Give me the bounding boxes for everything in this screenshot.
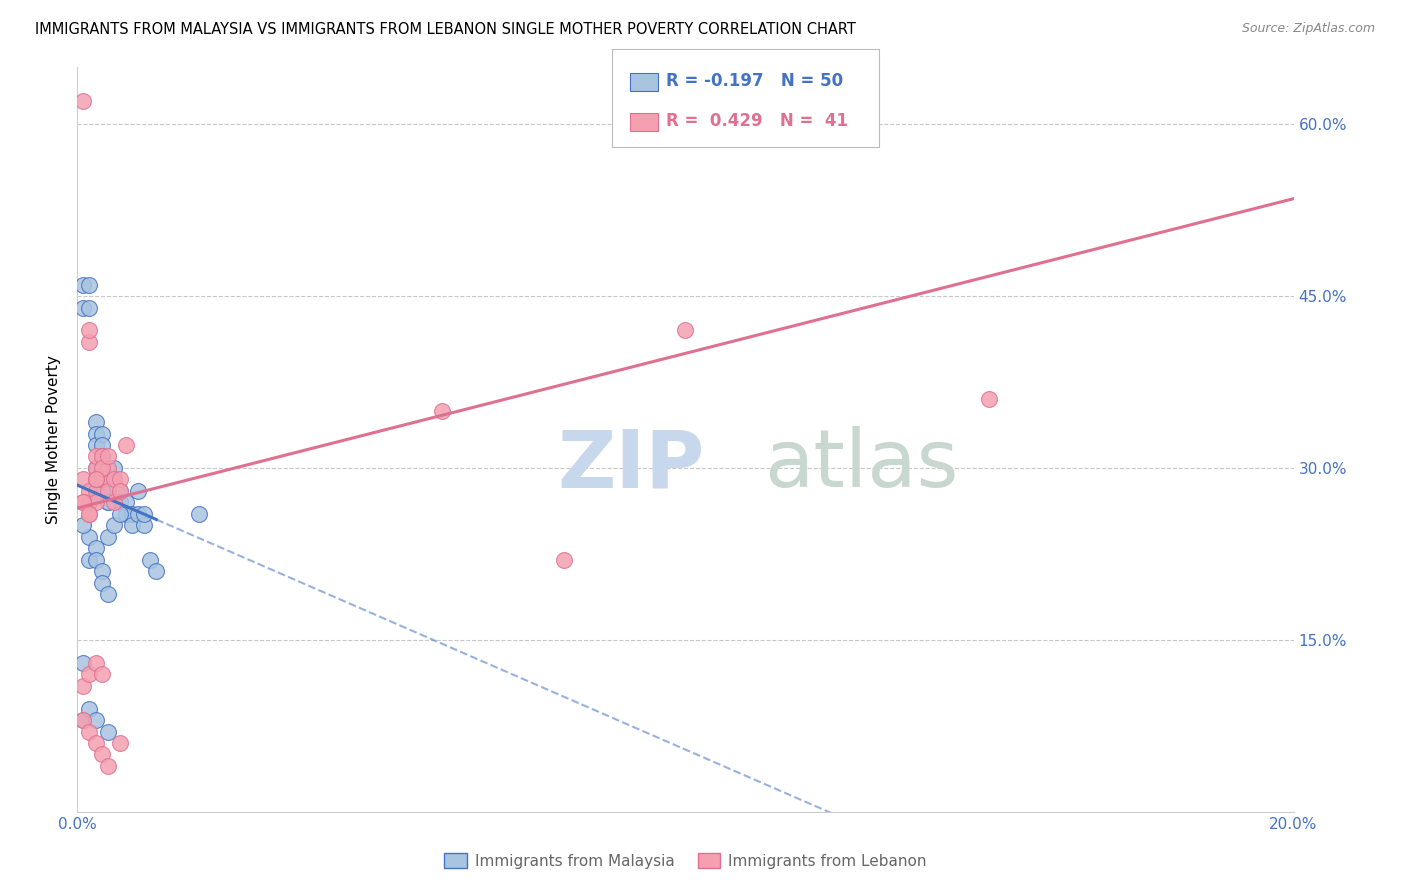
Point <box>79 724 101 739</box>
Point <box>90 575 112 590</box>
Point <box>84 483 107 498</box>
Text: IMMIGRANTS FROM MALAYSIA VS IMMIGRANTS FROM LEBANON SINGLE MOTHER POVERTY CORREL: IMMIGRANTS FROM MALAYSIA VS IMMIGRANTS F… <box>35 22 856 37</box>
Point <box>84 713 107 727</box>
Point <box>72 301 94 315</box>
Point <box>79 507 101 521</box>
Point <box>90 483 112 498</box>
Point <box>134 507 156 521</box>
Point <box>97 461 120 475</box>
Point <box>79 323 101 337</box>
Point <box>432 403 454 417</box>
Point <box>84 656 107 670</box>
Point <box>121 518 143 533</box>
Point <box>115 438 138 452</box>
Point <box>675 323 697 337</box>
Point <box>72 472 94 486</box>
Point <box>90 564 112 578</box>
Point <box>84 472 107 486</box>
Point <box>97 759 120 773</box>
Point <box>127 507 149 521</box>
Point <box>90 461 112 475</box>
Point <box>90 438 112 452</box>
Point <box>90 667 112 681</box>
Point <box>103 461 125 475</box>
Point <box>103 495 125 509</box>
Point <box>84 450 107 464</box>
Point <box>90 450 112 464</box>
Point <box>97 587 120 601</box>
Point <box>188 507 211 521</box>
Point <box>97 483 120 498</box>
Point <box>115 507 138 521</box>
Point <box>127 483 149 498</box>
Point <box>72 95 94 109</box>
Point <box>97 472 120 486</box>
Point <box>108 507 131 521</box>
Legend: Immigrants from Malaysia, Immigrants from Lebanon: Immigrants from Malaysia, Immigrants fro… <box>439 847 932 875</box>
Point <box>84 461 107 475</box>
Point <box>108 483 131 498</box>
Point <box>84 461 107 475</box>
Point <box>84 541 107 556</box>
Text: ZIP: ZIP <box>558 426 704 504</box>
Point <box>72 277 94 292</box>
Point <box>72 518 94 533</box>
Point <box>121 507 143 521</box>
Point <box>97 530 120 544</box>
Point <box>79 507 101 521</box>
Point <box>145 564 167 578</box>
Point <box>108 483 131 498</box>
Point <box>90 450 112 464</box>
Point <box>108 472 131 486</box>
Point <box>79 530 101 544</box>
Point <box>90 472 112 486</box>
Point <box>79 301 101 315</box>
Point <box>72 713 94 727</box>
Point <box>90 472 112 486</box>
Point <box>79 552 101 566</box>
Point <box>79 277 101 292</box>
Point <box>97 495 120 509</box>
Point <box>115 495 138 509</box>
Point <box>84 415 107 429</box>
Text: R = -0.197   N = 50: R = -0.197 N = 50 <box>666 72 844 90</box>
Point <box>134 518 156 533</box>
Point <box>108 736 131 750</box>
Point <box>139 552 162 566</box>
Point <box>72 713 94 727</box>
Point <box>84 736 107 750</box>
Text: R =  0.429   N =  41: R = 0.429 N = 41 <box>666 112 848 130</box>
Point <box>97 495 120 509</box>
Point <box>84 472 107 486</box>
Point <box>79 334 101 349</box>
Point <box>103 472 125 486</box>
Point <box>84 472 107 486</box>
Point <box>72 495 94 509</box>
Point <box>84 438 107 452</box>
Point <box>90 426 112 441</box>
Point <box>103 472 125 486</box>
Point <box>84 552 107 566</box>
Point <box>72 679 94 693</box>
Point <box>72 656 94 670</box>
Point <box>90 747 112 762</box>
Point <box>108 495 131 509</box>
Point <box>79 495 101 509</box>
Point <box>553 552 575 566</box>
Point <box>90 472 112 486</box>
Text: Source: ZipAtlas.com: Source: ZipAtlas.com <box>1241 22 1375 36</box>
Point <box>79 483 101 498</box>
Text: atlas: atlas <box>765 426 959 504</box>
Point <box>84 426 107 441</box>
Point <box>79 701 101 715</box>
Point <box>103 518 125 533</box>
Point <box>79 667 101 681</box>
Point <box>979 392 1001 407</box>
Y-axis label: Single Mother Poverty: Single Mother Poverty <box>46 355 62 524</box>
Point <box>97 724 120 739</box>
Point <box>97 450 120 464</box>
Point <box>84 495 107 509</box>
Point <box>97 483 120 498</box>
Point <box>72 495 94 509</box>
